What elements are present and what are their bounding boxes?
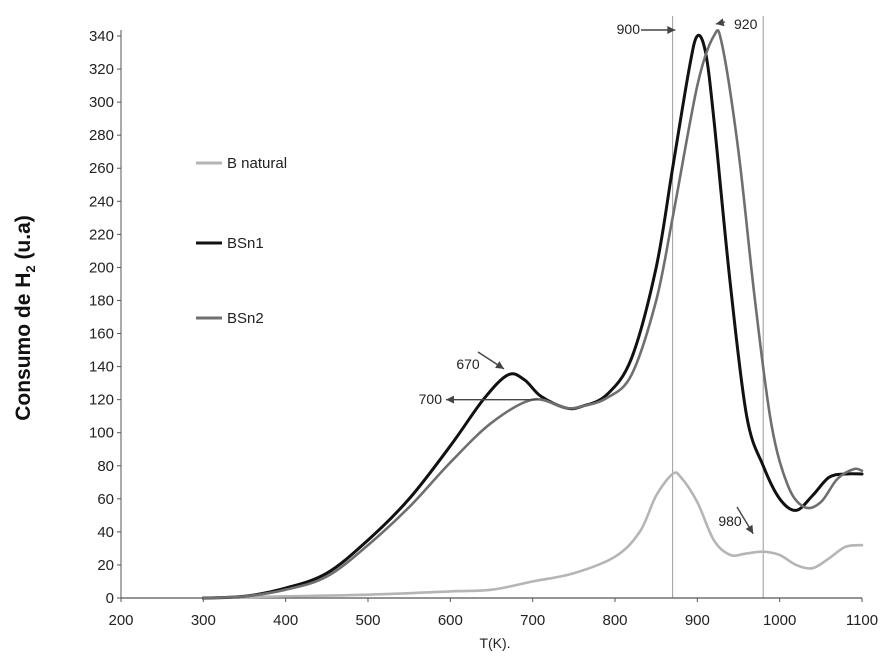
y-tick-label: 180: [89, 292, 114, 309]
reference-lines: [672, 16, 764, 598]
x-tick-label: 800: [602, 612, 627, 629]
annotation-arrow-980-head: [745, 524, 754, 534]
series-line-bsn2: [202, 29, 864, 600]
y-axis-title-main: Consumo de H: [12, 273, 35, 421]
legend: B natural BSn1 BSn2: [196, 155, 287, 327]
annotation-label-980: 980: [718, 513, 742, 529]
y-tick-label: 160: [89, 326, 114, 343]
annotation-arrow-670-head: [495, 361, 504, 369]
x-axis-title: T(K).: [479, 635, 510, 651]
annotation-label-920: 920: [734, 16, 758, 32]
annotation-arrow-920-head: [715, 18, 725, 27]
y-tick-label: 60: [97, 491, 114, 508]
y-tick-label: 300: [89, 94, 114, 111]
legend-label-b-natural: B natural: [227, 155, 287, 172]
x-tick-label: 200: [108, 612, 133, 629]
x-tick-label: 700: [520, 612, 545, 629]
y-axis-title: Consumo de H2 (u.a): [12, 215, 38, 421]
annotation-label-700: 700: [419, 391, 443, 407]
y-tick-label: 280: [89, 127, 114, 144]
y-tick-label: 120: [89, 392, 114, 409]
y-tick-label: 260: [89, 160, 114, 177]
annotation-label-900: 900: [617, 21, 641, 37]
y-tick-label: 40: [97, 524, 114, 541]
y-tick-label: 220: [89, 226, 114, 243]
y-tick-label: 340: [89, 28, 114, 45]
y-tick-label: 100: [89, 425, 114, 442]
x-tick-label: 400: [273, 612, 298, 629]
y-tick-label: 240: [89, 193, 114, 210]
y-tick-label: 80: [97, 458, 114, 475]
series-line-b-natural: [202, 471, 864, 600]
annotation-label-670: 670: [456, 356, 480, 372]
y-tick-label: 20: [97, 557, 114, 574]
annotation-arrow-900-head: [667, 26, 676, 34]
legend-label-bsn1: BSn1: [227, 235, 264, 252]
y-tick-label: 320: [89, 61, 114, 78]
y-tick-label: 140: [89, 359, 114, 376]
y-axis-title-tail: (u.a): [12, 215, 35, 265]
annotation-arrow-700-head: [446, 395, 454, 404]
x-tick-label: 500: [355, 612, 380, 629]
x-tick-label: 1000: [763, 612, 796, 629]
x-tick-label: 1100: [846, 612, 878, 629]
axes: 0 20 40 60 80 100 120 140 160 180 200 220 240 260 280 3…: [89, 28, 878, 629]
y-axis-title-subscript: 2: [23, 265, 38, 272]
x-tick-label: 900: [685, 612, 710, 629]
y-tick-label: 0: [106, 590, 114, 607]
legend-label-bsn2: BSn2: [227, 310, 264, 327]
annotations: 900 920 670 700 980: [419, 16, 758, 535]
x-tick-label: 600: [438, 612, 463, 629]
series-group: [201, 29, 864, 600]
series-line-bsn1: [201, 33, 864, 600]
y-tick-label: 200: [89, 259, 114, 276]
x-tick-label: 300: [191, 612, 216, 629]
